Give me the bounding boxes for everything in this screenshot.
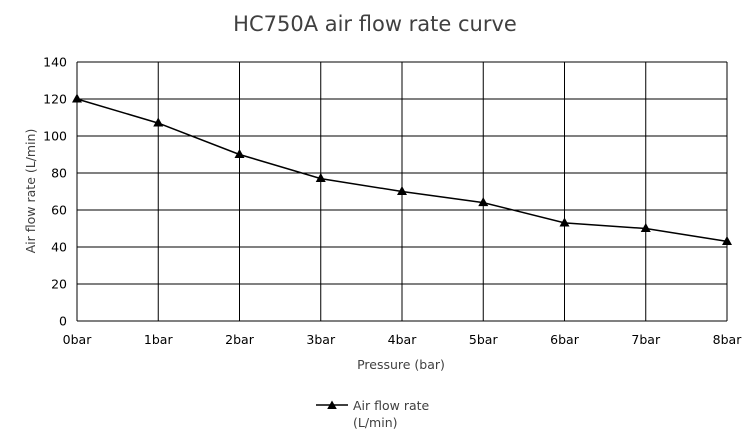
data-point-triangle [234, 149, 245, 158]
data-point-triangle [397, 186, 407, 195]
legend-triangle-marker-icon [327, 400, 337, 409]
y-tick-label: 20 [51, 277, 67, 292]
y-tick-label: 0 [59, 314, 67, 329]
x-tick-label: 0bar [63, 332, 93, 347]
y-tick-label: 40 [51, 240, 67, 255]
y-axis-label: Air flow rate (L/min) [23, 129, 38, 254]
x-tick-label: 2bar [225, 332, 255, 347]
data-point-triangle [640, 223, 651, 232]
x-axis-ticks: 0bar 1bar 2bar 3bar 4bar 5bar 6bar 7bar 8bar [63, 332, 743, 347]
legend-label-line-1: Air flow rate [353, 398, 430, 413]
data-point-triangle [559, 217, 570, 227]
x-tick-label: 4bar [388, 332, 418, 347]
x-tick-label: 7bar [631, 332, 661, 347]
x-tick-label: 1bar [144, 332, 174, 347]
legend: Air flow rate (L/min) [316, 398, 430, 430]
y-tick-label: 120 [43, 92, 67, 107]
x-tick-label: 6bar [550, 332, 580, 347]
y-tick-label: 140 [43, 55, 67, 70]
y-axis-ticks: 0 20 40 60 80 100 120 140 [43, 55, 67, 329]
y-tick-label: 100 [43, 129, 67, 144]
legend-label-line-2: (L/min) [353, 415, 398, 430]
data-point-triangle [722, 235, 732, 245]
y-tick-label: 80 [51, 166, 67, 181]
data-point-triangle [153, 117, 164, 127]
data-point-triangle [315, 173, 326, 183]
series-air-flow-rate [72, 93, 732, 245]
x-tick-label: 8bar [713, 332, 743, 347]
data-point-triangle [72, 93, 82, 103]
chart-title: HC750A air flow rate curve [233, 12, 517, 36]
y-tick-label: 60 [51, 203, 67, 218]
x-tick-label: 3bar [306, 332, 336, 347]
data-point-triangle [478, 197, 489, 207]
x-axis-label: Pressure (bar) [357, 357, 445, 372]
x-tick-label: 5bar [469, 332, 499, 347]
